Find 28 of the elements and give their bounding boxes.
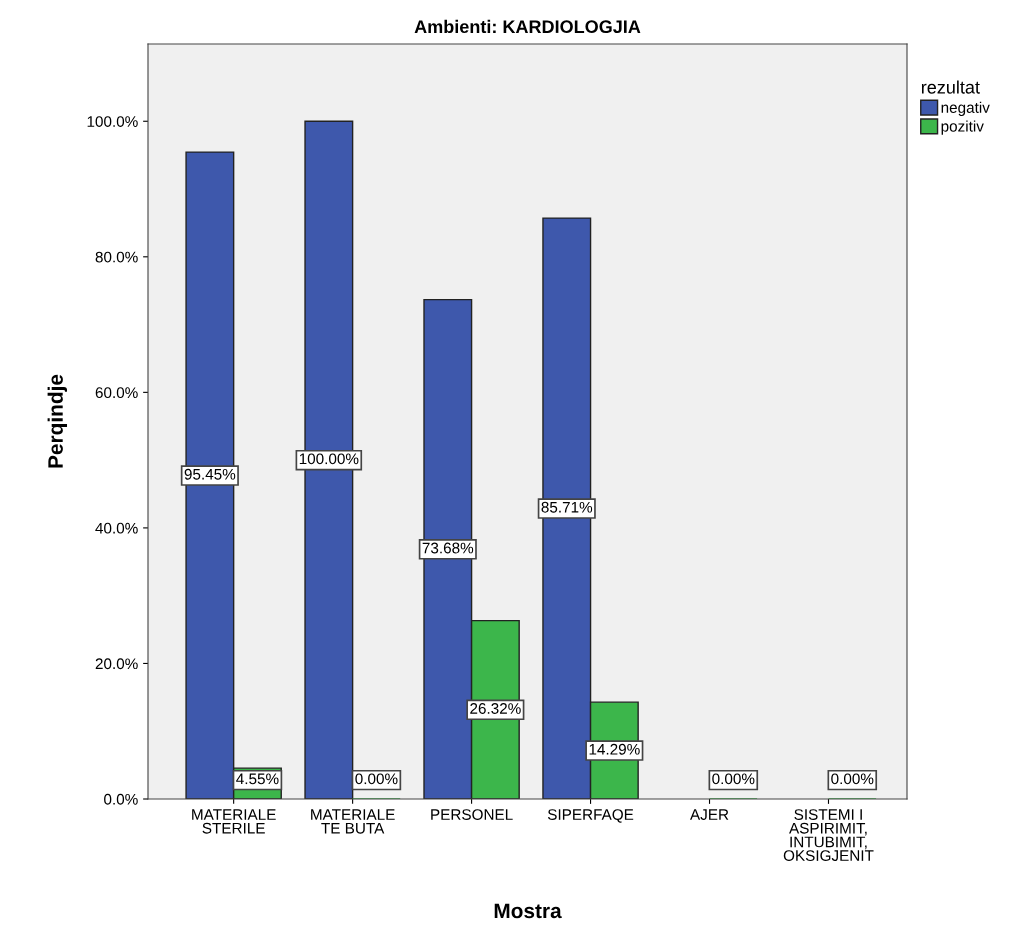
legend-title: rezultat — [921, 80, 980, 94]
x-tick-label: MATERIALE TE BUTA — [311, 809, 395, 834]
data-label: 0.00% — [831, 773, 874, 785]
data-label: 0.00% — [712, 773, 755, 785]
data-label: 100.00% — [299, 453, 359, 465]
data-label: 4.55% — [236, 773, 279, 785]
data-label: 0.00% — [355, 773, 398, 785]
y-tick-label: 20.0% — [95, 658, 138, 670]
y-tick-label: 0.0% — [104, 793, 138, 805]
legend-label: pozitiv — [941, 120, 984, 135]
x-axis-title: Mostra — [494, 903, 562, 919]
y-tick-label: 60.0% — [95, 387, 138, 399]
legend-label: negativ — [941, 101, 990, 116]
data-label: 85.71% — [541, 501, 593, 513]
y-tick-label: 40.0% — [95, 522, 138, 534]
y-tick-label: 100.0% — [87, 116, 138, 127]
chart-title: Ambienti: KARDIOLOGJIA — [414, 19, 641, 34]
data-label: 14.29% — [589, 743, 640, 755]
data-label: 95.45% — [184, 468, 236, 480]
y-axis-title: Perqindje — [47, 374, 68, 468]
x-tick-label: SIPERFAQE — [547, 809, 634, 823]
y-tick-label: 80.0% — [95, 251, 138, 263]
x-tick-label: PERSONEL — [431, 809, 513, 820]
data-label: 73.68% — [422, 542, 474, 554]
data-label: 26.32% — [470, 703, 521, 714]
x-tick-label: MATERIALE STERILE — [192, 809, 276, 834]
x-tick-label: AJER — [690, 809, 729, 820]
x-tick-label: SISTEMI I ASPIRIMIT, INTUBIMIT, OKSIGJENIT — [783, 809, 874, 862]
